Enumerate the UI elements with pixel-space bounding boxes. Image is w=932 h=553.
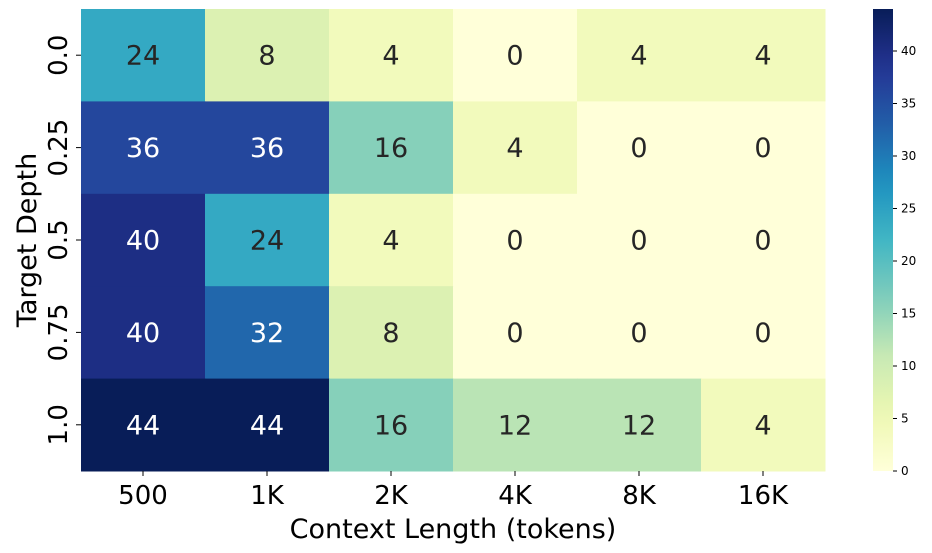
cell-value-label: 36 (250, 133, 284, 164)
heatmap-cell (329, 9, 454, 102)
heatmap-cell (701, 193, 826, 287)
cell-value-label: 12 (622, 410, 656, 441)
colorbar-tick-label: 40 (901, 44, 916, 58)
cell-value-label: 4 (506, 133, 523, 164)
heatmap-cell (701, 101, 826, 195)
y-tick-labels: 0.0 0.25 0.5 0.75 1.0 (44, 35, 81, 445)
heatmap-cell (205, 9, 330, 102)
heatmap-cell (577, 101, 702, 195)
heatmap-cell (453, 101, 578, 195)
heatmap-cell (205, 286, 330, 380)
heatmap-cell (205, 193, 330, 287)
heatmap-cell (205, 101, 330, 195)
cell-value-label: 0 (506, 226, 523, 257)
heatmap-cell (453, 286, 578, 380)
x-tick-labels: 500 1K 2K 4K 8K 16K (118, 471, 789, 511)
colorbar-tick-label: 0 (901, 464, 909, 478)
x-tick-label: 1K (250, 481, 285, 511)
heatmap-cell (329, 101, 454, 195)
cell-value-label: 0 (630, 318, 647, 349)
heatmap-cell (453, 378, 578, 472)
colorbar-tick-label: 15 (901, 307, 916, 321)
heatmap-cell (205, 378, 330, 472)
x-tick-label: 16K (738, 481, 789, 511)
heatmap-cell (577, 378, 702, 472)
cell-value-label: 4 (382, 226, 399, 257)
x-tick-label: 2K (374, 481, 409, 511)
cell-value-label: 0 (506, 318, 523, 349)
heatmap-cell (577, 193, 702, 287)
heatmap-cell (81, 286, 206, 380)
heatmap-cells: 24 8 4 0 4 436 36 16 4 0 040 24 4 0 0 040 32 8 0 0 044 44 16 12… (81, 9, 826, 472)
cell-value-label: 4 (754, 410, 771, 441)
heatmap-cell (577, 286, 702, 380)
cell-value-label: 44 (126, 410, 160, 441)
heatmap-cell (453, 193, 578, 287)
colorbar-tick-label: 20 (901, 254, 916, 268)
heatmap-cell (81, 193, 206, 287)
y-tick-label: 0.5 (44, 219, 74, 260)
cell-value-label: 8 (258, 41, 275, 72)
cell-value-label: 4 (382, 41, 399, 72)
y-tick-label: 0.75 (44, 303, 74, 361)
heatmap-cell (81, 9, 206, 102)
cell-value-label: 40 (126, 226, 160, 257)
y-tick-label: 1.0 (44, 404, 74, 445)
cell-value-label: 40 (126, 318, 160, 349)
y-tick-label: 0.25 (44, 119, 74, 177)
heatmap-cell (81, 378, 206, 472)
colorbar-tick-label: 30 (901, 149, 916, 163)
cell-value-label: 16 (374, 133, 408, 164)
colorbar (873, 9, 893, 471)
x-tick-label: 500 (118, 481, 168, 511)
cell-value-label: 0 (754, 226, 771, 257)
cell-value-label: 44 (250, 410, 284, 441)
cell-value-label: 32 (250, 318, 284, 349)
cell-value-label: 0 (630, 226, 647, 257)
cell-value-label: 16 (374, 410, 408, 441)
cell-value-label: 8 (382, 318, 399, 349)
cell-value-label: 24 (250, 226, 284, 257)
x-axis-label: Context Length (tokens) (290, 514, 617, 545)
y-axis-label: Target Depth (12, 153, 43, 328)
heatmap-cell (329, 286, 454, 380)
cell-value-label: 0 (754, 133, 771, 164)
cell-value-label: 0 (754, 318, 771, 349)
heatmap-cell (81, 101, 206, 195)
heatmap-cell (329, 193, 454, 287)
x-tick-label: 8K (622, 481, 657, 511)
heatmap-cell (577, 9, 702, 102)
heatmap-cell (701, 9, 826, 102)
heatmap-cell (453, 9, 578, 102)
cell-value-label: 36 (126, 133, 160, 164)
cell-value-label: 0 (630, 133, 647, 164)
heatmap-cell (701, 286, 826, 380)
y-tick-label: 0.0 (44, 35, 74, 76)
colorbar-ticks: 0 5 10 15 20 25 30 35 40 (893, 44, 916, 478)
cell-value-label: 4 (754, 41, 771, 72)
heatmap-cell (701, 378, 826, 472)
heatmap-cell (329, 378, 454, 472)
colorbar-tick-label: 10 (901, 359, 916, 373)
colorbar-tick-label: 25 (901, 202, 916, 216)
cell-value-label: 24 (126, 41, 160, 72)
colorbar-tick-label: 35 (901, 97, 916, 111)
colorbar-tick-label: 5 (901, 412, 909, 426)
cell-value-label: 12 (498, 410, 532, 441)
x-tick-label: 4K (498, 481, 533, 511)
cell-value-label: 4 (630, 41, 647, 72)
cell-value-label: 0 (506, 41, 523, 72)
